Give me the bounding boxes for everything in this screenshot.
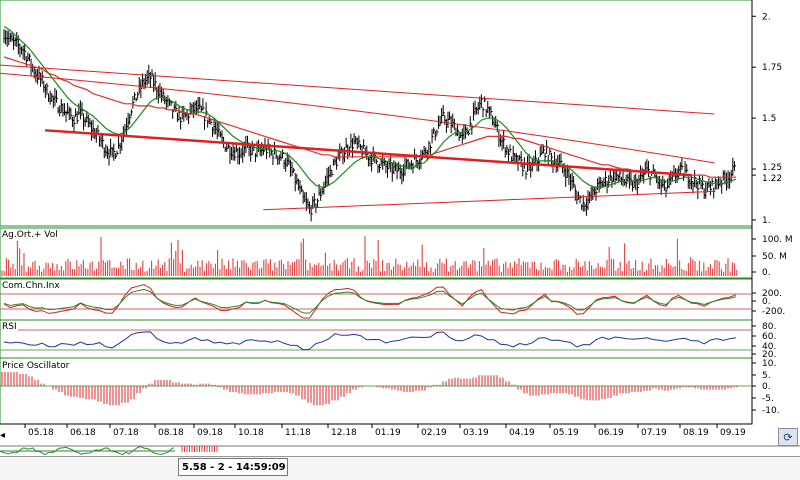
price-tick-label: 1.5 — [762, 114, 776, 124]
price-tick-label: 1.22 — [762, 174, 782, 184]
cci-tick-label: 0. — [762, 297, 771, 307]
rsi-tick-label: 20. — [762, 350, 776, 360]
trendline — [0, 64, 715, 115]
rsi-tick-label: 40. — [762, 342, 776, 352]
sma-fast-line — [3, 25, 737, 188]
x-tick-label: 06.18 — [70, 428, 96, 438]
price-tick-label: 1. — [762, 216, 771, 226]
x-tick-label: 08.18 — [158, 428, 184, 438]
x-tick-label: 07.19 — [641, 428, 667, 438]
cci-panel-title: Com.Chn.Inx — [1, 281, 61, 292]
x-tick-label: 03.19 — [463, 428, 489, 438]
oscillator-tick-label: -5. — [762, 394, 774, 404]
volume-tick-label: 0. — [762, 268, 771, 278]
trendline — [263, 190, 715, 211]
rsi-tick-label: 60. — [762, 332, 776, 342]
x-tick-label: 08.19 — [683, 428, 709, 438]
price-tick-label: 1.75 — [762, 63, 782, 73]
price-tick-label: 2. — [762, 12, 771, 22]
navigator-mini-line — [0, 446, 175, 456]
x-tick-label: 04.19 — [509, 428, 535, 438]
cci-signal-line — [3, 288, 737, 314]
x-tick-label: 06.19 — [598, 428, 624, 438]
rsi-tick-label: 80. — [762, 322, 776, 332]
x-tick-label: 12.18 — [331, 428, 357, 438]
rsi-line — [3, 331, 737, 351]
x-tick-label: 11.18 — [285, 428, 311, 438]
rsi-panel-title: RSI — [1, 322, 18, 333]
refresh-icon[interactable]: ⟳ — [778, 428, 798, 446]
x-tick-label: 07.18 — [113, 428, 139, 438]
scroll-left-icon[interactable]: ◂ — [0, 430, 6, 441]
x-tick-label: 05.19 — [553, 428, 579, 438]
x-tick-label: 09.18 — [197, 428, 223, 438]
cci-tick-label: -200. — [762, 307, 785, 317]
trendline — [45, 129, 692, 177]
oscillator-panel-title: Price Oscillator — [1, 361, 71, 372]
x-tick-label: 02.19 — [421, 428, 447, 438]
price-tick-label: 1.25 — [762, 163, 782, 173]
cci-line — [3, 284, 737, 319]
cci-tick-label: 200. — [762, 289, 782, 299]
panel-frame-2 — [0, 278, 753, 321]
x-tick-label: 09.19 — [720, 428, 746, 438]
x-tick-label: 01.19 — [375, 428, 401, 438]
volume-tick-label: 50. M — [762, 252, 787, 262]
x-tick-label: 05.18 — [28, 428, 54, 438]
oscillator-tick-label: 10. — [762, 359, 776, 369]
trendline — [0, 72, 715, 164]
oscillator-tick-label: 5. — [762, 371, 771, 381]
status-readout: 5.58 - 2 - 14:59:09 — [178, 458, 288, 476]
oscillator-tick-label: 0. — [762, 382, 771, 392]
volume-tick-label: 100. M — [762, 235, 793, 245]
oscillator-tick-label: -10. — [762, 406, 780, 416]
x-tick-label: 10.18 — [238, 428, 264, 438]
navigator-bar[interactable] — [0, 456, 800, 480]
volume-panel-title: Ag.Ort.+ Vol — [1, 230, 59, 241]
